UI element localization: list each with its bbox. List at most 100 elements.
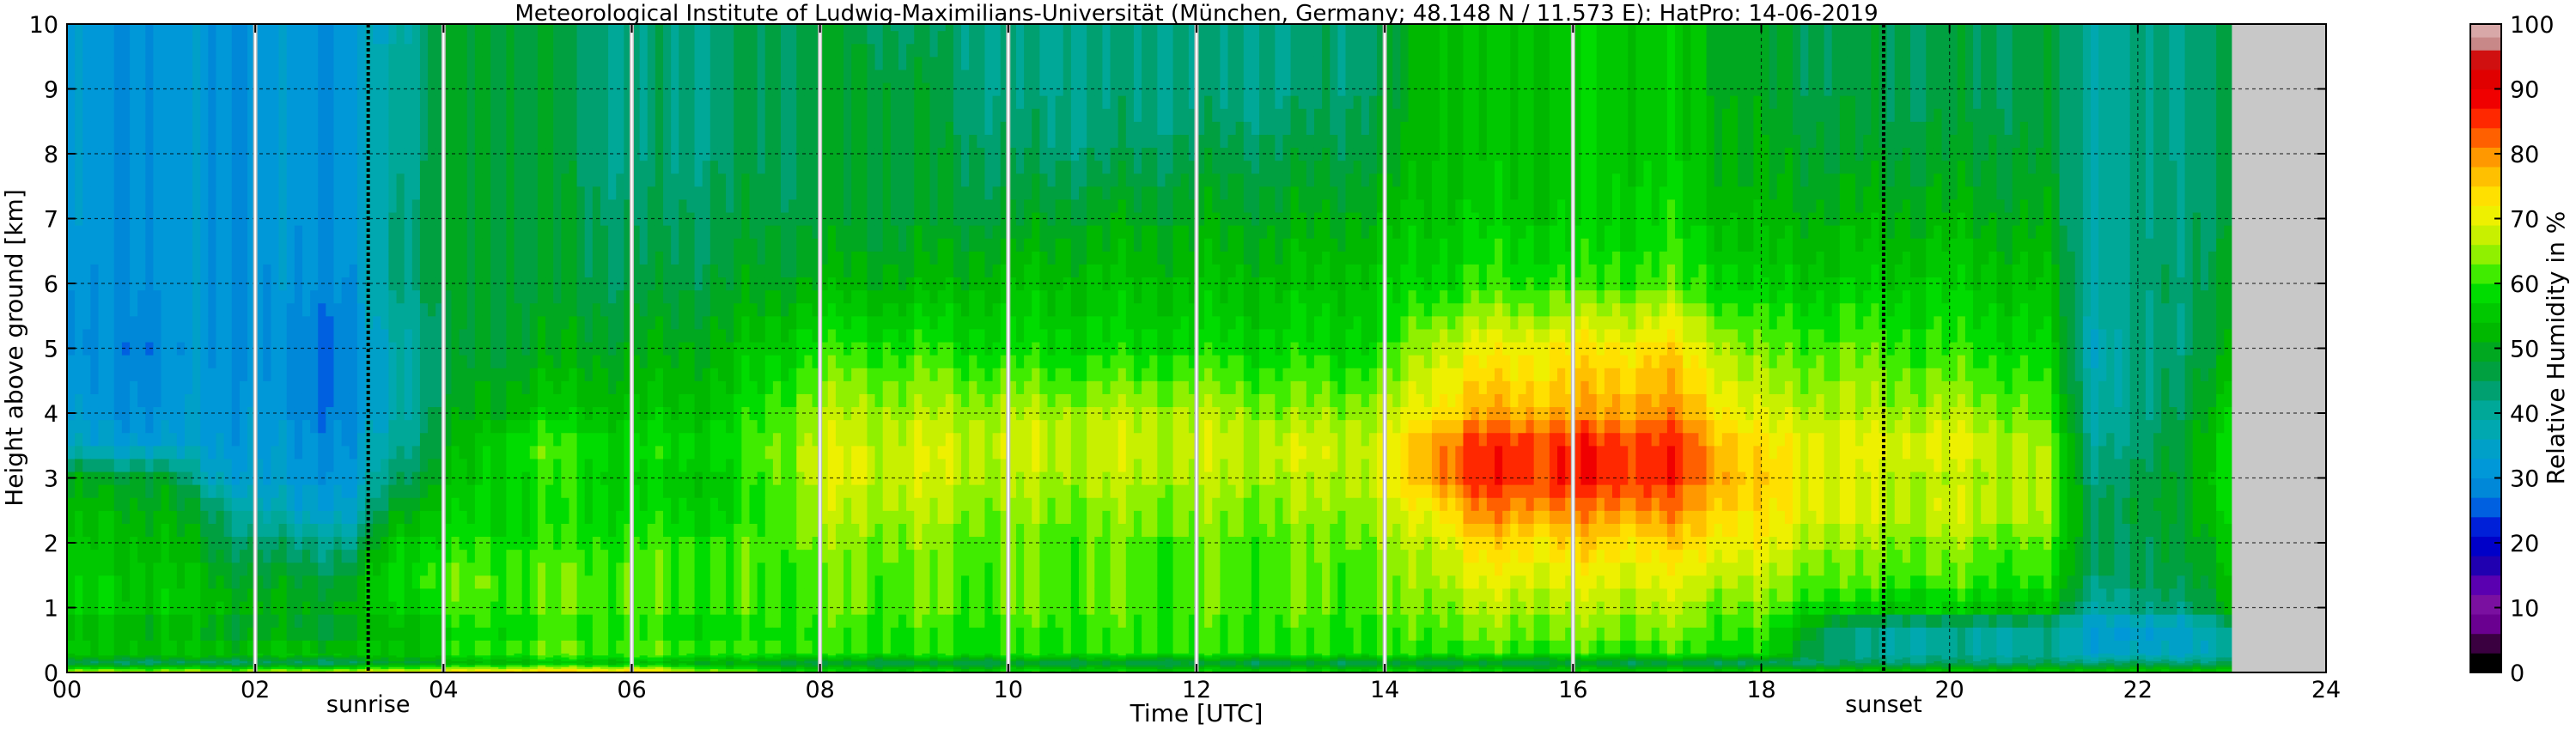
heat-cell <box>529 225 539 239</box>
heat-cell <box>231 43 241 58</box>
heat-cell <box>239 380 248 394</box>
heat-cell <box>153 134 162 149</box>
heat-cell <box>121 575 131 589</box>
heat-cell <box>75 95 83 109</box>
heat-cell <box>294 302 303 317</box>
heat-cell <box>600 627 609 641</box>
heat-cell <box>466 355 476 368</box>
heat-cell <box>451 264 460 278</box>
heat-cell <box>192 315 201 330</box>
heat-cell <box>451 186 460 200</box>
heat-cell <box>529 656 539 660</box>
heat-cell <box>326 458 335 472</box>
heat-cell <box>584 134 594 149</box>
heat-cell <box>553 264 562 278</box>
heat-cell <box>459 24 468 32</box>
heat-cell <box>561 30 570 45</box>
heat-cell <box>671 56 679 70</box>
heat-cell <box>490 134 499 149</box>
heat-cell <box>373 43 381 58</box>
heat-cell <box>717 668 727 672</box>
heat-cell <box>576 173 586 187</box>
heat-cell <box>576 121 586 135</box>
heat-cell <box>263 393 272 408</box>
heat-cell <box>161 458 170 472</box>
heat-cell <box>98 668 107 672</box>
heat-cell <box>373 380 381 394</box>
heat-cell <box>130 328 138 343</box>
heat-cell <box>326 662 335 666</box>
heat-cell <box>231 614 241 628</box>
heat-cell <box>153 659 162 661</box>
heat-cell <box>647 264 656 278</box>
heat-cell <box>301 497 311 511</box>
heat-cell <box>561 562 570 576</box>
heat-cell <box>349 536 358 551</box>
heat-cell <box>569 523 578 538</box>
heat-cell <box>663 458 672 472</box>
heat-cell <box>271 24 280 32</box>
heat-cell <box>576 393 586 408</box>
heat-cell <box>231 160 241 174</box>
heat-cell <box>631 575 641 589</box>
heat-cell <box>498 108 507 122</box>
heat-cell <box>647 659 656 661</box>
heat-cell <box>381 484 390 498</box>
heat-cell <box>639 523 649 538</box>
heat-cell <box>121 662 131 666</box>
heat-cell <box>184 173 193 187</box>
heat-cell <box>301 536 311 551</box>
heat-cell <box>545 121 554 135</box>
heat-cell <box>168 587 178 602</box>
heat-cell <box>208 368 217 381</box>
heat-cell <box>356 43 366 58</box>
heat-cell <box>200 198 209 213</box>
heat-cell <box>90 315 100 330</box>
heat-cell <box>176 82 186 96</box>
heat-cell <box>294 497 303 511</box>
heat-cell <box>263 662 272 666</box>
heat-cell <box>216 640 225 654</box>
heat-cell <box>600 656 609 660</box>
heat-cell <box>404 627 413 641</box>
heat-cell <box>490 121 499 135</box>
heat-cell <box>451 198 460 213</box>
heat-cell <box>184 341 193 356</box>
heat-cell <box>631 549 641 563</box>
heat-cell <box>113 186 123 200</box>
heat-cell <box>702 627 711 641</box>
heat-cell <box>301 432 311 447</box>
heat-cell <box>624 69 633 83</box>
heat-cell <box>631 654 641 658</box>
heat-cell <box>113 523 123 538</box>
heat-cell <box>655 575 664 589</box>
heat-cell <box>130 95 138 109</box>
heat-cell <box>529 95 539 109</box>
heat-cell <box>702 393 711 408</box>
heat-cell <box>192 614 201 628</box>
heat-cell <box>451 251 460 265</box>
heat-cell <box>121 484 131 498</box>
heat-cell <box>451 419 460 434</box>
heat-cell <box>286 238 295 252</box>
heat-cell <box>490 24 499 32</box>
heat-cell <box>208 614 217 628</box>
heat-cell <box>584 419 594 434</box>
heat-cell <box>98 458 107 472</box>
heat-cell <box>130 497 138 511</box>
heat-cell <box>561 549 570 563</box>
heat-cell <box>192 523 201 538</box>
heat-cell <box>301 238 311 252</box>
heat-cell <box>584 406 594 421</box>
heat-cell <box>694 445 703 459</box>
heat-cell <box>404 108 413 122</box>
heat-cell <box>584 600 594 615</box>
heat-cell <box>90 380 100 394</box>
heat-cell <box>184 225 193 239</box>
heat-cell <box>75 654 83 658</box>
heat-cell <box>451 668 460 672</box>
heat-cell <box>161 108 170 122</box>
heat-cell <box>592 198 601 213</box>
heat-cell <box>459 211 468 226</box>
heat-cell <box>192 225 201 239</box>
